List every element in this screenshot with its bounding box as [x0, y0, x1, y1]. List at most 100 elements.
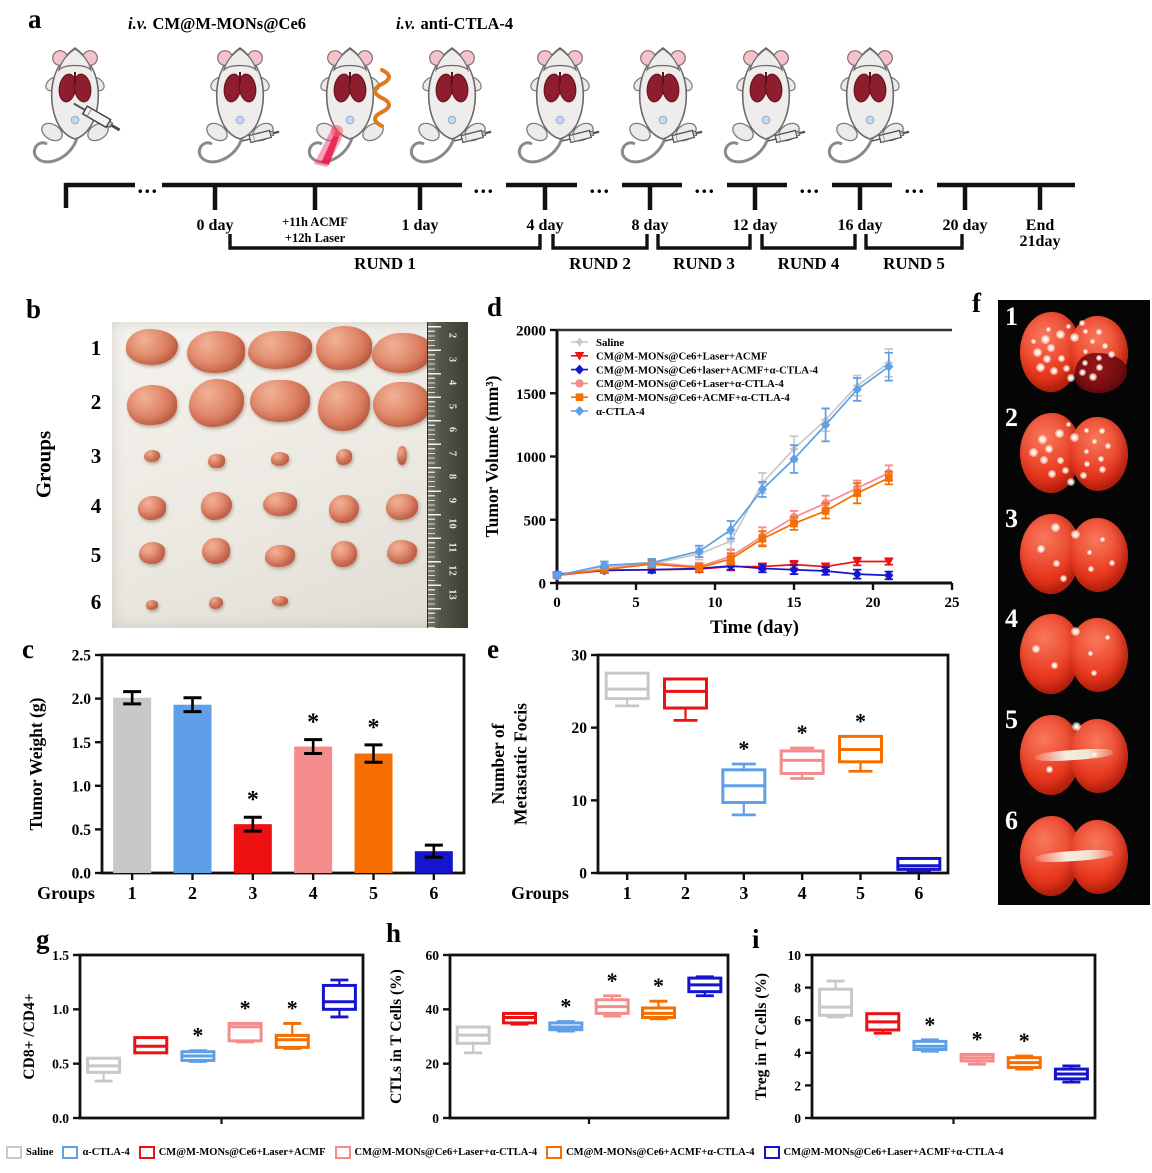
tumor-specimen — [145, 600, 159, 610]
svg-text:CM@M-MONs@Ce6+Laser+ACMF: CM@M-MONs@Ce6+Laser+ACMF — [596, 351, 768, 363]
svg-text:0: 0 — [432, 1111, 439, 1126]
svg-text:Time (day): Time (day) — [710, 617, 799, 636]
group-row-number: 5 — [90, 543, 102, 567]
mouse-icon — [32, 47, 121, 164]
lung-photo-cell: 6 — [998, 804, 1150, 905]
mouse-icon — [620, 47, 703, 164]
svg-text:*: * — [797, 720, 808, 745]
ruler-number: 13 — [446, 588, 458, 600]
svg-text:1 day: 1 day — [402, 217, 439, 234]
annotation-iv-nanoparticle: i.v. CM@M-MONs@Ce6 — [128, 14, 306, 34]
panel-i-letter: i — [752, 924, 760, 954]
figure-legend: Saline α-CTLA-4 CM@M-MONs@Ce6+Laser+ACMF CM… — [6, 1146, 1152, 1159]
iv-prefix-right: i.v. — [396, 14, 416, 33]
tumor-specimen — [139, 542, 165, 564]
lung-image — [1017, 410, 1131, 496]
ruler-number: 3 — [446, 356, 458, 362]
metastatic-nodule — [1083, 329, 1089, 335]
svg-text:CM@M-MONs@Ce6+Laser+α-CTLA-4: CM@M-MONs@Ce6+Laser+α-CTLA-4 — [596, 378, 784, 390]
cd8-cd4-box-chart: 0.0 0.5 1.0 1.5 CD8+ /CD4+ * * * — [18, 933, 383, 1150]
mouse-iv — [613, 36, 713, 168]
lung-image — [1017, 309, 1131, 395]
legend-swatch-icon — [138, 1146, 155, 1159]
metastatic-nodule — [1078, 368, 1086, 376]
svg-text:20: 20 — [866, 595, 881, 611]
ruler-number: 9 — [446, 497, 458, 503]
svg-text:Tumor Weight (g): Tumor Weight (g) — [26, 697, 46, 830]
tumor-specimen — [371, 333, 433, 373]
tumor-specimen — [209, 597, 223, 609]
svg-text:2: 2 — [188, 883, 197, 903]
lung-number: 4 — [1005, 604, 1018, 634]
tumor-specimen — [317, 381, 371, 431]
svg-text:*: * — [192, 1023, 203, 1048]
lung-number: 2 — [1005, 402, 1018, 432]
metastatic-nodule — [1046, 327, 1052, 333]
tumor-specimen — [373, 381, 431, 427]
tumor-specimen — [127, 384, 177, 426]
tumor-specimen — [207, 453, 225, 469]
metastatic-nodule — [1086, 550, 1092, 556]
svg-text:1.5: 1.5 — [52, 948, 69, 963]
metastatic-nodule — [1098, 456, 1105, 463]
metastatic-nodule — [1038, 434, 1048, 444]
mouse-icon — [409, 47, 492, 164]
metastatic-nodule — [1047, 469, 1056, 478]
lung-number: 3 — [1005, 503, 1018, 533]
svg-text:1: 1 — [623, 883, 632, 903]
lung-photo-cell: 5 — [998, 703, 1150, 804]
tumor-specimen — [202, 538, 230, 564]
lung-photo-strip: 1 2 3 4 5 6 — [998, 300, 1150, 905]
svg-text:CTLs in T Cells (%): CTLs in T Cells (%) — [388, 969, 405, 1104]
svg-text:CD8+ /CD4+: CD8+ /CD4+ — [21, 993, 38, 1079]
metastatic-nodule — [1067, 477, 1076, 486]
mouse-icon — [723, 47, 806, 164]
metastatic-nodule — [1090, 669, 1097, 676]
mouse-iv — [716, 36, 816, 168]
ruler-number: 5 — [446, 403, 458, 409]
lung-photo-cell: 3 — [998, 502, 1150, 603]
metastatic-nodule — [1096, 363, 1104, 371]
panel-b-letter: b — [26, 294, 42, 324]
ruler-number: 7 — [446, 450, 458, 456]
metastatic-nodule — [1039, 456, 1048, 465]
svg-text:Groups: Groups — [37, 883, 95, 903]
svg-text:...: ... — [905, 173, 926, 198]
svg-text:0: 0 — [794, 1111, 801, 1126]
group-row-number: 4 — [90, 494, 102, 518]
ruler-number: 6 — [446, 426, 458, 433]
svg-text:Number of: Number of — [488, 723, 508, 804]
svg-text:8 day: 8 day — [632, 217, 669, 234]
svg-text:8: 8 — [794, 980, 801, 995]
metastatic-nodule — [1053, 559, 1061, 567]
svg-text:20: 20 — [572, 720, 588, 737]
svg-text:CM@M-MONs@Ce6+laser+ACMF+α-CTL: CM@M-MONs@Ce6+laser+ACMF+α-CTLA-4 — [596, 364, 819, 376]
tumor-specimen — [248, 331, 312, 369]
svg-text:Saline: Saline — [596, 337, 624, 349]
svg-text:16 day: 16 day — [838, 217, 883, 234]
svg-text:...: ... — [800, 173, 821, 198]
svg-text:2.0: 2.0 — [72, 691, 92, 708]
svg-text:20: 20 — [426, 1057, 440, 1072]
metastatic-nodule — [1045, 766, 1053, 774]
svg-text:*: * — [924, 1012, 935, 1037]
acmf-wave-icon — [373, 68, 391, 128]
svg-text:+11h ACMF: +11h ACMF — [282, 215, 348, 229]
metastatic-nodule — [1098, 428, 1105, 435]
mouse-icon — [517, 47, 600, 164]
iv-prefix-left: i.v. — [128, 14, 148, 33]
metastatic-nodule — [1071, 721, 1081, 731]
metastatic-nodule — [1092, 751, 1098, 757]
svg-text:5: 5 — [369, 883, 378, 903]
svg-text:*: * — [287, 995, 298, 1020]
legend-item: α-CTLA-4 — [62, 1146, 130, 1159]
tumor-weight-bar-chart: 0.0 0.5 1.0 1.5 2.0 2.5 Tumor Weight (g) 1 2 3 * 4 *… — [20, 641, 478, 924]
svg-text:1: 1 — [128, 883, 137, 903]
svg-text:6: 6 — [914, 883, 923, 903]
iv-syringe-icon — [872, 129, 910, 144]
mouse-inoculation — [25, 36, 125, 168]
legend-swatch-icon — [546, 1146, 563, 1159]
ruler-major-ticks — [428, 326, 441, 628]
tumor-specimen — [316, 326, 372, 370]
svg-text:*: * — [247, 787, 259, 813]
